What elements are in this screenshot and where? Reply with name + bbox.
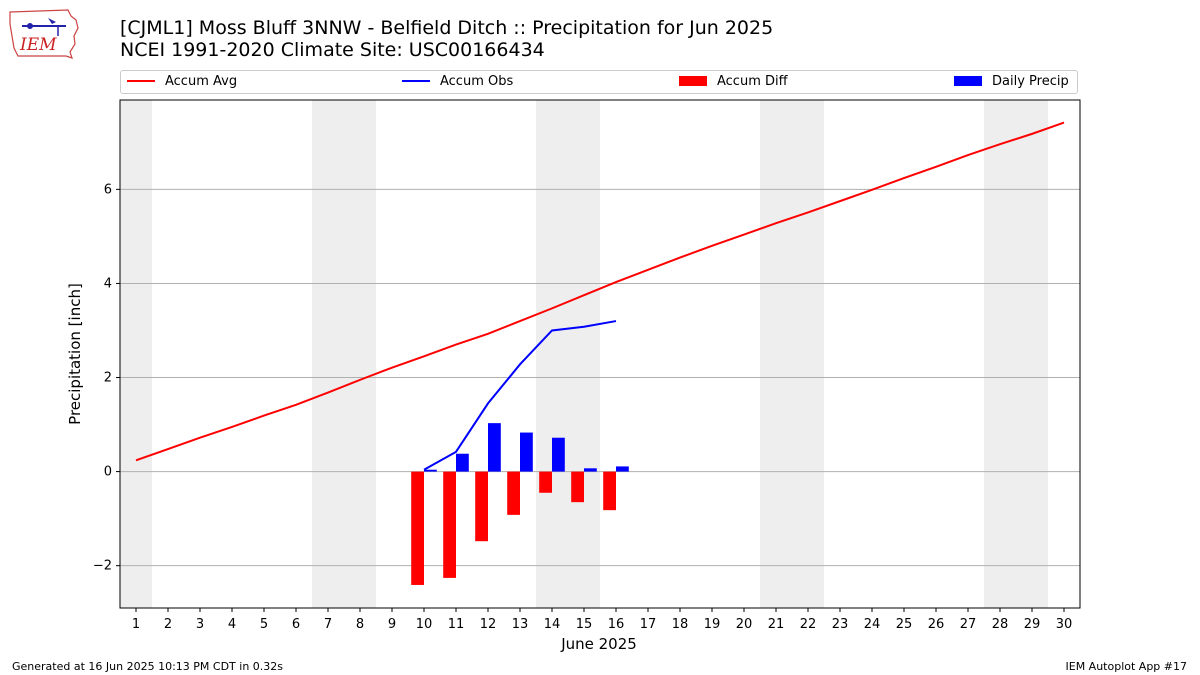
x-tick-label: 22 [800,617,817,632]
accum-diff-bar [411,471,424,585]
accum-diff-bar [539,471,552,493]
legend-label-accum-diff: Accum Diff [717,74,788,89]
x-tick-label: 17 [640,617,657,632]
chart-title: [CJML1] Moss Bluff 3NNW - Belfield Ditch… [120,17,773,61]
accum-diff-bar [571,471,584,503]
chart-title-line2: NCEI 1991-2020 Climate Site: USC00166434 [120,39,545,61]
legend-accum-diff: Accum Diff [679,74,788,90]
accum-diff-bar [603,471,616,511]
daily-precip-bar [520,432,533,472]
legend-swatch-accum-obs [402,79,430,82]
legend-accum-avg: Accum Avg [127,74,237,90]
iowa-map-icon: IEM [9,9,79,59]
accum-diff-bar [507,471,520,515]
y-tick-label: 2 [104,371,112,386]
legend-swatch-accum-diff [679,75,707,86]
daily-precip-bar [616,466,629,472]
plot-frame [119,99,1081,609]
x-tick-label: 26 [928,617,945,632]
x-tick-label: 8 [356,617,364,632]
legend-accum-obs: Accum Obs [402,74,513,90]
x-axis-label: June 2025 [560,635,637,653]
x-axis-ticks: 1 2 3 4 5 6 7 8 9 10 11 12 13 14 15 16 17 18 19 20 21 22 23 24 2… [132,608,1072,632]
x-tick-label: 19 [704,617,721,632]
weekend-shade-0 [120,100,152,608]
x-tick-label: 27 [960,617,977,632]
x-tick-label: 5 [260,617,268,632]
x-tick-label: 11 [448,617,465,632]
x-tick-label: 24 [864,617,881,632]
daily-precip-bar [584,468,597,472]
daily-precip-bar [552,437,565,472]
x-tick-label: 6 [292,617,300,632]
lines [135,121,1065,471]
x-tick-label: 25 [896,617,913,632]
gridlines [120,188,1080,567]
daily-precip-bar [424,469,437,472]
legend-swatch-daily-precip [954,75,982,86]
legend-label-daily-precip: Daily Precip [992,74,1069,89]
x-tick-label: 30 [1056,617,1073,632]
y-axis-ticks: −2 0 2 4 6 [93,182,120,574]
daily-precip-bar [456,453,469,472]
legend-label-accum-obs: Accum Obs [440,74,514,89]
svg-text:IEM: IEM [19,35,57,55]
x-tick-label: 3 [196,617,204,632]
x-tick-label: 20 [736,617,753,632]
footer-app-text: IEM Autoplot App #17 [1065,660,1188,673]
x-tick-label: 28 [992,617,1009,632]
accum-avg-line [135,121,1065,462]
iem-logo: IEM [8,6,80,60]
footer-generated-text: Generated at 16 Jun 2025 10:13 PM CDT in… [12,660,284,673]
x-tick-label: 29 [1024,617,1041,632]
x-tick-label: 12 [480,617,497,632]
x-tick-label: 9 [388,617,396,632]
x-tick-label: 4 [228,617,236,632]
x-tick-label: 13 [512,617,529,632]
weekend-shading [120,100,1048,608]
x-tick-label: 2 [164,617,172,632]
accum-diff-bar [475,471,488,542]
y-tick-label: 4 [104,276,112,291]
x-tick-label: 15 [576,617,593,632]
x-tick-label: 10 [416,617,433,632]
y-tick-label: −2 [93,559,112,574]
bars [411,423,629,585]
y-tick-label: 6 [104,182,112,197]
y-axis-label: Precipitation [inch] [66,283,84,425]
x-tick-label: 23 [832,617,849,632]
accum-diff-bar [443,471,456,578]
x-tick-label: 21 [768,617,785,632]
weekend-shade-2 [536,100,600,608]
chart-title-line1: [CJML1] Moss Bluff 3NNW - Belfield Ditch… [120,17,774,39]
legend-daily-precip: Daily Precip [954,74,1069,90]
accum-obs-line [423,320,617,471]
x-tick-label: 18 [672,617,689,632]
y-tick-label: 0 [104,465,112,480]
x-tick-label: 16 [608,617,625,632]
chart-legend: Accum Avg Accum Obs Accum Diff Daily Pre… [120,70,1078,94]
legend-swatch-accum-avg [127,79,155,82]
weekend-shade-3 [760,100,824,608]
x-tick-label: 7 [324,617,332,632]
weekend-shade-1 [312,100,376,608]
weekend-shade-4 [984,100,1048,608]
legend-label-accum-avg: Accum Avg [165,74,238,89]
x-tick-label: 1 [132,617,140,632]
daily-precip-bar [488,423,501,472]
x-tick-label: 14 [544,617,561,632]
